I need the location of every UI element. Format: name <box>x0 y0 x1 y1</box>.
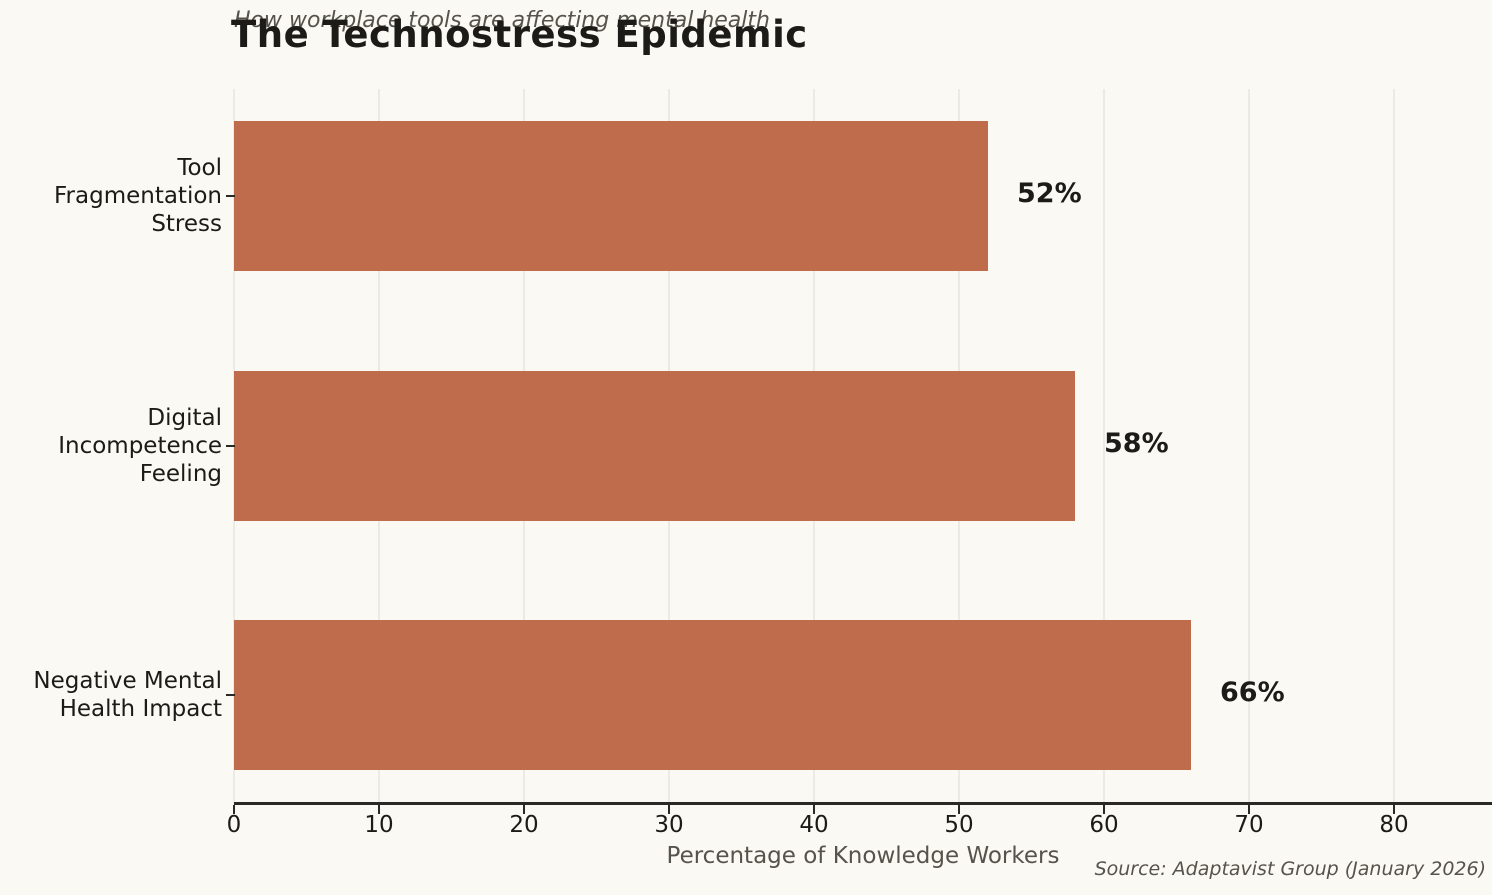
x-tick-label: 50 <box>944 812 974 838</box>
x-tick-label: 20 <box>509 812 539 838</box>
x-tick-mark <box>1393 805 1395 814</box>
value-label: 66% <box>1220 677 1285 708</box>
x-tick-mark <box>668 805 670 814</box>
source-note: Source: Adaptavist Group (January 2026) <box>1094 858 1486 880</box>
x-gridline <box>1393 89 1395 803</box>
x-tick-label: 30 <box>654 812 684 838</box>
chart-title: The Technostress Epidemic <box>231 13 808 56</box>
x-tick-mark <box>813 805 815 814</box>
bar-1 <box>234 121 988 271</box>
x-tick-mark <box>958 805 960 814</box>
bar-2 <box>234 370 1075 521</box>
category-label: Tool Fragmentation Stress <box>53 155 222 237</box>
x-tick-label: 80 <box>1379 812 1409 838</box>
x-axis-label: Percentage of Knowledge Workers <box>666 843 1060 869</box>
x-tick-mark <box>523 805 525 814</box>
y-tick-mark <box>226 444 235 447</box>
value-label: 58% <box>1104 427 1169 459</box>
chart-subtitle: How workplace tools are affecting mental… <box>234 8 770 33</box>
x-tick-mark <box>1248 805 1250 814</box>
category-label: Negative Mental Health Impact <box>33 668 222 722</box>
x-gridline <box>1103 89 1105 803</box>
x-axis-line <box>234 802 1492 805</box>
y-tick-mark <box>226 694 235 696</box>
value-label: 52% <box>1017 178 1082 209</box>
x-tick-label: 0 <box>226 812 242 838</box>
x-tick-label: 10 <box>364 812 394 838</box>
bar-3 <box>234 620 1191 770</box>
x-tick-mark <box>233 805 235 814</box>
x-tick-mark <box>1103 805 1105 814</box>
x-tick-label: 60 <box>1089 812 1119 838</box>
x-tick-mark <box>378 805 380 814</box>
x-tick-label: 70 <box>1234 812 1264 838</box>
x-tick-label: 40 <box>799 812 829 838</box>
x-gridline <box>1248 89 1250 803</box>
category-label: Digital Incompetence Feeling <box>58 404 222 487</box>
y-tick-mark <box>226 195 235 197</box>
